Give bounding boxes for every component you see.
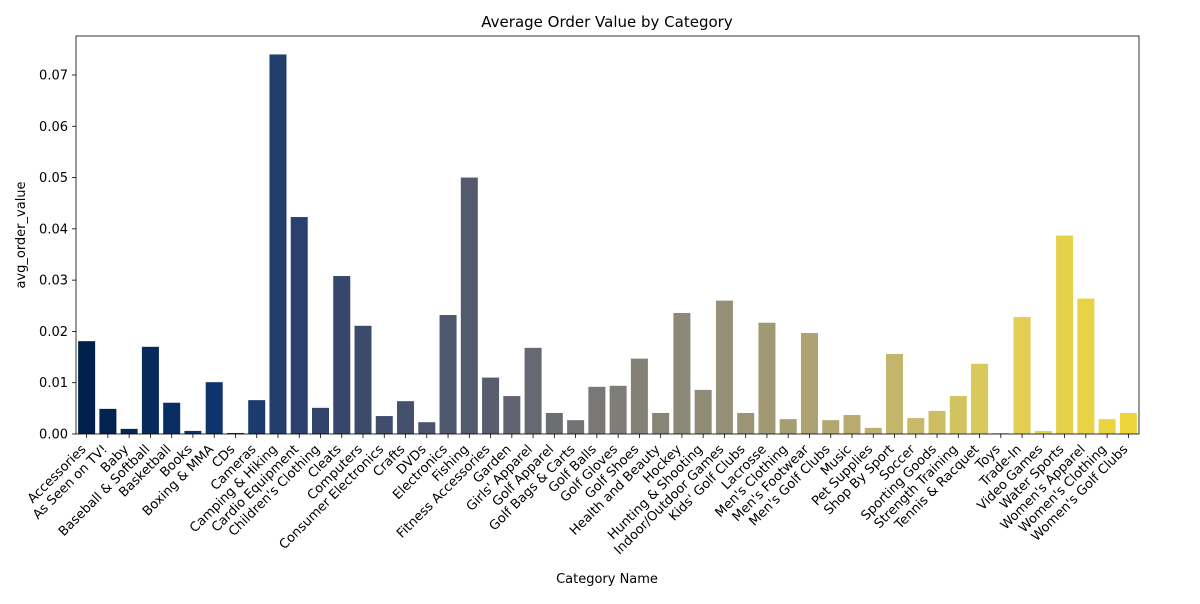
bar — [673, 312, 691, 434]
bar — [120, 428, 138, 434]
bar — [992, 432, 1010, 434]
bar — [99, 408, 117, 434]
y-tick-label: 0.05 — [39, 171, 68, 186]
bar — [290, 217, 308, 434]
y-tick-label: 0.07 — [39, 68, 68, 83]
bar — [694, 389, 712, 434]
bar — [226, 432, 244, 434]
bar — [311, 407, 329, 434]
bar — [524, 347, 542, 434]
y-tick-label: 0.04 — [39, 222, 68, 237]
y-tick-label: 0.02 — [39, 325, 68, 340]
bar — [205, 382, 223, 434]
y-tick-label: 0.06 — [39, 120, 68, 135]
bar — [907, 418, 925, 434]
chart-title: Average Order Value by Category — [481, 13, 733, 31]
bar — [928, 410, 946, 434]
bar — [800, 332, 818, 434]
bar — [141, 346, 159, 434]
bar — [588, 386, 606, 434]
bar — [418, 422, 436, 434]
bar — [1056, 235, 1074, 434]
y-tick-label: 0.00 — [39, 428, 68, 443]
bar — [439, 315, 457, 434]
bar — [949, 396, 967, 434]
bar — [864, 427, 882, 434]
bar — [397, 401, 415, 434]
bar — [269, 54, 287, 435]
x-axis-label: Category Name — [556, 572, 658, 587]
bar — [715, 300, 733, 434]
bar — [971, 363, 989, 434]
bar — [333, 276, 351, 434]
bar — [609, 385, 627, 434]
bar — [652, 412, 670, 434]
y-axis-ticks: 0.00 0.01 0.02 0.03 0.04 0.05 0.06 0.07 — [39, 68, 76, 443]
bar — [375, 416, 393, 434]
bar — [163, 402, 181, 434]
bar — [567, 420, 585, 434]
bar — [184, 430, 202, 434]
bar — [630, 358, 648, 434]
bar — [843, 415, 861, 434]
bar — [503, 396, 521, 434]
y-tick-label: 0.03 — [39, 274, 68, 289]
y-tick-label: 0.01 — [39, 376, 68, 391]
bar — [886, 353, 904, 434]
bar — [78, 341, 96, 434]
bar — [1077, 298, 1095, 434]
bar — [248, 400, 266, 434]
bar — [822, 420, 840, 434]
bar — [460, 177, 478, 434]
plot-frame — [75, 35, 1140, 435]
bar — [758, 322, 776, 434]
bar — [779, 419, 797, 434]
bar — [354, 325, 372, 434]
bar — [1098, 419, 1116, 434]
bar — [1119, 412, 1137, 434]
bar — [482, 377, 500, 434]
bar — [1034, 430, 1052, 434]
y-axis-label: avg_order_value — [14, 181, 29, 288]
bar — [1013, 317, 1031, 434]
bar — [545, 412, 563, 434]
bars-group — [78, 54, 1137, 435]
bar — [737, 412, 755, 434]
